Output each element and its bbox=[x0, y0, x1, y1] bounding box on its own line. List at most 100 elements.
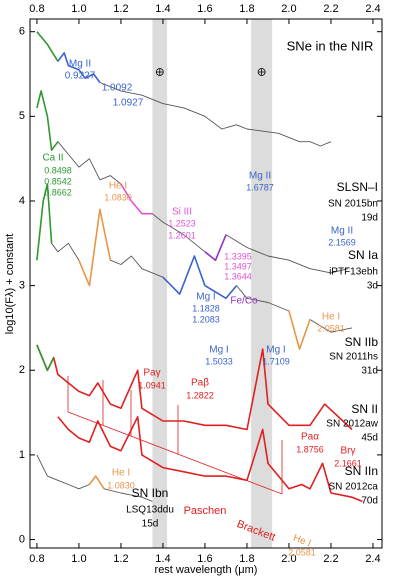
spectrum bbox=[204, 284, 238, 300]
x-tick-label-top: 1.6 bbox=[197, 3, 212, 15]
telluric-band bbox=[251, 19, 273, 548]
annotation: Mg II bbox=[249, 171, 271, 182]
y-tick-label: 1 bbox=[19, 449, 25, 461]
annotation: Mg I bbox=[196, 292, 215, 303]
annotation: Si III bbox=[172, 207, 192, 218]
annotation: Paγ bbox=[143, 368, 160, 379]
annotation: 1.0830 bbox=[107, 480, 135, 490]
paschen-ladder bbox=[67, 376, 283, 495]
annotation: 1.7109 bbox=[262, 356, 290, 366]
x-tick-label-top: 1.0 bbox=[71, 3, 86, 15]
annotation: Fe/Co bbox=[230, 296, 258, 307]
annotation: 70d bbox=[361, 496, 378, 507]
x-tick-label: 0.8 bbox=[29, 553, 44, 565]
spectrum bbox=[36, 344, 55, 372]
annotation: 1.0830 bbox=[104, 192, 132, 202]
annotation: Mg I bbox=[209, 345, 228, 356]
annotation: 45d bbox=[361, 433, 378, 444]
annotation: 2.1569 bbox=[328, 237, 356, 247]
x-tick-label: 1.0 bbox=[71, 553, 86, 565]
y-axis-label: log10(Fλ) + constant bbox=[4, 234, 16, 335]
annotation: 1.3497 bbox=[224, 261, 252, 271]
spectrum bbox=[88, 475, 105, 490]
plot-frame bbox=[29, 18, 383, 549]
annotation: 1.2523 bbox=[168, 218, 196, 228]
annotation: 1.0941 bbox=[138, 380, 166, 390]
annotation: SN IIn bbox=[345, 464, 378, 478]
spectrum bbox=[78, 208, 112, 287]
spectrum bbox=[36, 31, 59, 62]
annotation: 0.9227 bbox=[65, 71, 96, 82]
annotation: 1.8756 bbox=[296, 444, 324, 454]
annotation: Mg II bbox=[69, 59, 91, 70]
annotation: 1.2601 bbox=[168, 230, 196, 240]
x-tick-label: 1.2 bbox=[113, 553, 128, 565]
annotation: LSQ13ddu bbox=[126, 505, 174, 516]
x-tick-label-top: 2.0 bbox=[281, 3, 296, 15]
x-axis-label: rest wavelength (μm) bbox=[155, 564, 258, 576]
annotation: 31d bbox=[361, 366, 378, 377]
x-tick-label: 1.6 bbox=[197, 553, 212, 565]
spectrum bbox=[162, 255, 206, 295]
spectrum bbox=[36, 90, 59, 151]
spectrum bbox=[204, 234, 227, 261]
x-tick-label-top: 1.4 bbox=[155, 3, 170, 15]
annotation: 1.3644 bbox=[224, 271, 252, 281]
annotation: SN Ia bbox=[348, 248, 378, 262]
annotation: He I bbox=[322, 312, 340, 323]
annotation: SN IIb bbox=[345, 335, 379, 349]
y-tick-label: 0 bbox=[19, 533, 25, 545]
annotation: 1.0927 bbox=[113, 98, 144, 109]
x-tick-label: 2.0 bbox=[281, 553, 296, 565]
annotation: 3d bbox=[367, 281, 378, 292]
spectrum bbox=[36, 344, 353, 431]
annotation: Paschen bbox=[184, 505, 227, 517]
annotation: SNe in the NIR bbox=[287, 38, 374, 53]
annotation: 1.0092 bbox=[102, 83, 133, 94]
annotation: SN 2012ca bbox=[329, 482, 379, 493]
y-tick-label: 3 bbox=[19, 280, 25, 292]
annotation: 1.5033 bbox=[205, 356, 233, 366]
spectrum bbox=[36, 183, 353, 350]
annotation: 1.2822 bbox=[186, 390, 214, 400]
annotation: Paα bbox=[301, 432, 319, 443]
annotation: 1.2083 bbox=[192, 314, 220, 324]
spectrum bbox=[57, 416, 363, 503]
annotation: 19d bbox=[361, 213, 378, 224]
annotation: iPTF13ebh bbox=[329, 267, 378, 278]
spectrum bbox=[120, 183, 153, 215]
annotation: 1.6787 bbox=[246, 182, 274, 192]
annotation: Paβ bbox=[191, 378, 209, 389]
annotation: SN 2012aw bbox=[326, 419, 378, 430]
earth-symbol-cross bbox=[156, 68, 164, 76]
x-tick-label: 2.4 bbox=[365, 553, 380, 565]
annotation: 2.0581 bbox=[317, 323, 345, 333]
annotation: 2.1661 bbox=[334, 458, 362, 468]
annotation: Mg I bbox=[266, 345, 285, 356]
y-tick-label: 4 bbox=[19, 195, 25, 207]
x-tick-label: 1.8 bbox=[239, 553, 254, 565]
y-tick-label: 5 bbox=[19, 110, 25, 122]
y-tick-label: 6 bbox=[19, 26, 25, 38]
annotation: 15d bbox=[142, 519, 159, 530]
spectrum bbox=[57, 52, 101, 83]
x-tick-label-top: 2.2 bbox=[323, 3, 338, 15]
annotation: 1.3395 bbox=[224, 251, 252, 261]
y-tick-label: 2 bbox=[19, 364, 25, 376]
spectrum bbox=[288, 310, 311, 350]
x-tick-label-top: 1.2 bbox=[113, 3, 128, 15]
annotation: Mg II bbox=[331, 226, 353, 237]
annotation: 0.8662 bbox=[44, 187, 72, 197]
annotation: 0.8542 bbox=[44, 176, 72, 186]
x-tick-label-top: 0.8 bbox=[29, 3, 44, 15]
x-tick-label-top: 2.4 bbox=[365, 3, 380, 15]
annotation: 1.1828 bbox=[192, 303, 220, 313]
annotation: Ca II bbox=[42, 153, 63, 164]
annotation: 2.0581 bbox=[288, 547, 316, 557]
annotation: Brγ bbox=[341, 446, 356, 457]
x-tick-label-top: 1.8 bbox=[239, 3, 254, 15]
spectrum bbox=[36, 90, 348, 274]
annotation: SN II bbox=[351, 402, 378, 416]
x-tick-label: 1.4 bbox=[155, 553, 170, 565]
